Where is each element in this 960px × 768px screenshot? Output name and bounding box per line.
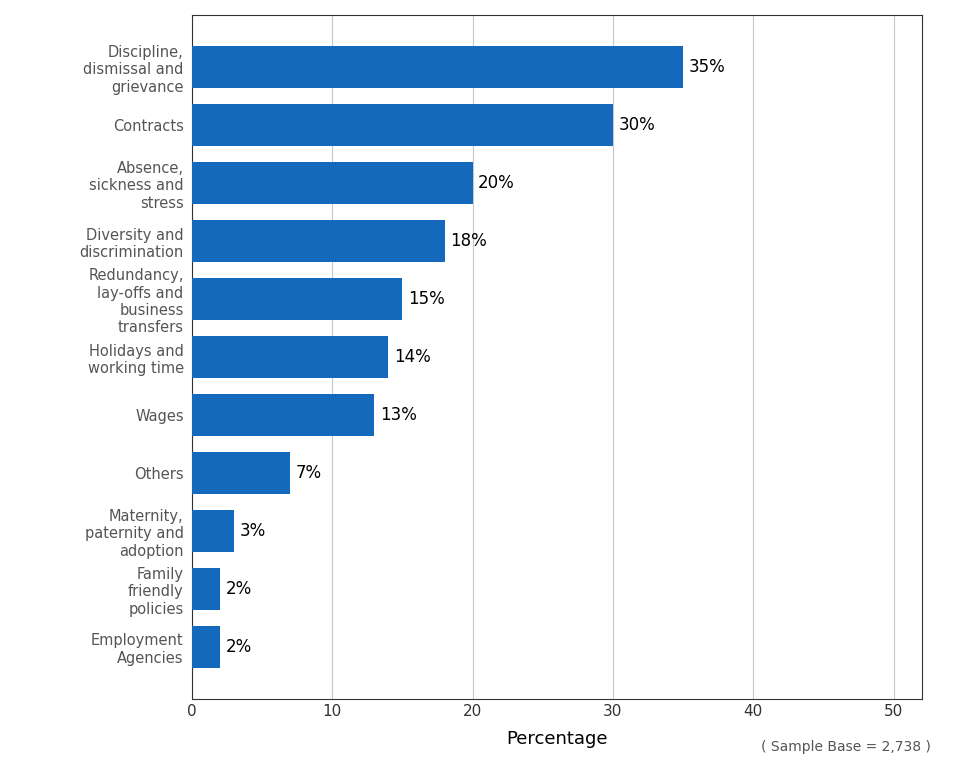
- Text: 30%: 30%: [618, 116, 656, 134]
- Text: 14%: 14%: [394, 348, 431, 366]
- Bar: [192, 394, 374, 436]
- Text: 2%: 2%: [226, 638, 252, 656]
- Text: 18%: 18%: [450, 232, 487, 250]
- Text: 15%: 15%: [408, 290, 444, 308]
- Bar: [192, 46, 684, 88]
- Text: 35%: 35%: [688, 58, 726, 76]
- Text: 20%: 20%: [478, 174, 515, 192]
- X-axis label: Percentage: Percentage: [506, 730, 608, 748]
- Bar: [192, 336, 389, 378]
- Bar: [192, 510, 234, 552]
- Bar: [192, 104, 612, 146]
- Text: 3%: 3%: [240, 522, 266, 540]
- Bar: [192, 452, 290, 494]
- Bar: [192, 220, 444, 262]
- Text: 13%: 13%: [380, 406, 417, 424]
- Bar: [192, 568, 220, 610]
- Text: ( Sample Base = 2,738 ): ( Sample Base = 2,738 ): [761, 740, 931, 754]
- Bar: [192, 626, 220, 668]
- Bar: [192, 278, 402, 320]
- Text: 2%: 2%: [226, 580, 252, 598]
- Text: 7%: 7%: [296, 464, 322, 482]
- Bar: [192, 162, 472, 204]
